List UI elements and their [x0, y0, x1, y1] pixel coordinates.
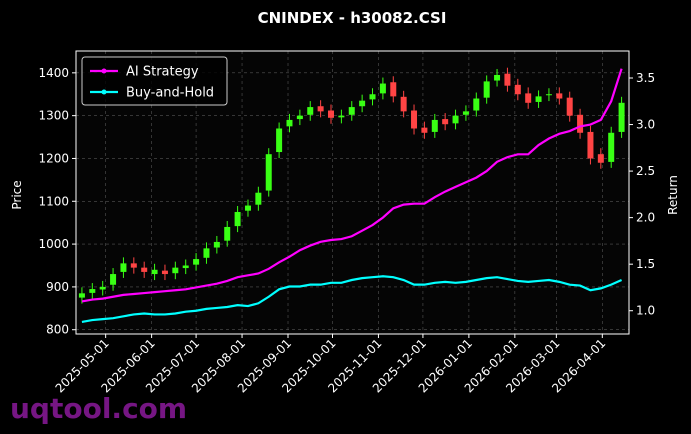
- candle-body: [276, 128, 283, 153]
- candle-body: [431, 119, 438, 132]
- candle-body: [120, 263, 127, 272]
- candle-body: [151, 269, 158, 275]
- candle-body: [348, 107, 355, 115]
- y-tick-label: 900: [46, 280, 69, 294]
- y2-axis-label: Return: [666, 175, 680, 215]
- candle-body: [421, 127, 428, 133]
- candle-body: [390, 82, 397, 97]
- candle-body: [234, 211, 241, 227]
- candle-body: [99, 286, 106, 290]
- candle-body: [182, 265, 189, 269]
- candle-body: [203, 248, 210, 258]
- candle-body: [193, 259, 200, 265]
- candle-body: [224, 226, 231, 241]
- y-tick-label: 1400: [38, 66, 69, 80]
- y-tick-label: 1100: [38, 194, 69, 208]
- candle-body: [161, 270, 168, 275]
- candle-body: [462, 111, 469, 115]
- legend-label: AI Strategy: [126, 65, 199, 80]
- candle-body: [338, 115, 345, 118]
- candle-body: [89, 289, 96, 293]
- candle-body: [525, 93, 532, 103]
- candle-body: [535, 96, 542, 102]
- candle-body: [379, 83, 386, 94]
- candle-body: [400, 96, 407, 112]
- candle-body: [577, 114, 584, 133]
- candle-body: [317, 106, 324, 112]
- y-tick-label: 1000: [38, 237, 69, 251]
- candle-body: [566, 97, 573, 116]
- candle-body: [473, 98, 480, 111]
- candle-body: [442, 119, 449, 125]
- candle-body: [328, 110, 335, 118]
- candle-body: [78, 293, 85, 298]
- series-line: [81, 275, 623, 323]
- candle-body: [618, 102, 625, 132]
- y2-tick-label: 3.5: [636, 71, 655, 85]
- y-tick-label: 1200: [38, 151, 69, 165]
- series-line: [81, 68, 623, 303]
- candle-body: [307, 107, 314, 115]
- candle-body: [608, 132, 615, 162]
- candle-body: [545, 94, 552, 96]
- candle-body: [359, 100, 366, 107]
- candle-body: [255, 192, 262, 205]
- candle-body: [244, 205, 251, 211]
- candle-body: [265, 154, 272, 191]
- candle-body: [514, 84, 521, 95]
- candle-body: [452, 115, 459, 124]
- legend-label: Buy-and-Hold: [126, 86, 214, 101]
- candle-body: [483, 81, 490, 98]
- candle-body: [369, 94, 376, 100]
- watermark: uqtool.com: [10, 392, 187, 425]
- plot-frame: [75, 50, 630, 335]
- candle-body: [587, 131, 594, 159]
- y-axis-label: Price: [10, 180, 24, 209]
- y2-tick-label: 1.0: [636, 304, 655, 318]
- y2-tick-label: 3.0: [636, 118, 655, 132]
- candle-body: [286, 119, 293, 127]
- y2-tick-label: 1.5: [636, 257, 655, 271]
- legend-marker: [101, 89, 107, 95]
- candle-body: [411, 110, 418, 129]
- candle-body: [504, 73, 511, 86]
- candle-body: [296, 115, 303, 120]
- candle-body: [130, 263, 137, 268]
- candle-body: [556, 93, 563, 99]
- y-tick-label: 800: [46, 323, 69, 337]
- y2-tick-label: 2.5: [636, 164, 655, 178]
- chart-title: CNINDEX - h30082.CSI: [258, 9, 447, 27]
- candle-body: [213, 241, 220, 248]
- y2-tick-label: 2.0: [636, 211, 655, 225]
- y-tick-label: 1300: [38, 109, 69, 123]
- candle-body: [494, 74, 501, 81]
- legend-box: [81, 56, 228, 106]
- candle-body: [597, 154, 604, 163]
- candle-body: [172, 267, 179, 274]
- candle-body: [141, 267, 148, 272]
- legend-marker: [101, 68, 107, 74]
- candle-body: [110, 274, 117, 285]
